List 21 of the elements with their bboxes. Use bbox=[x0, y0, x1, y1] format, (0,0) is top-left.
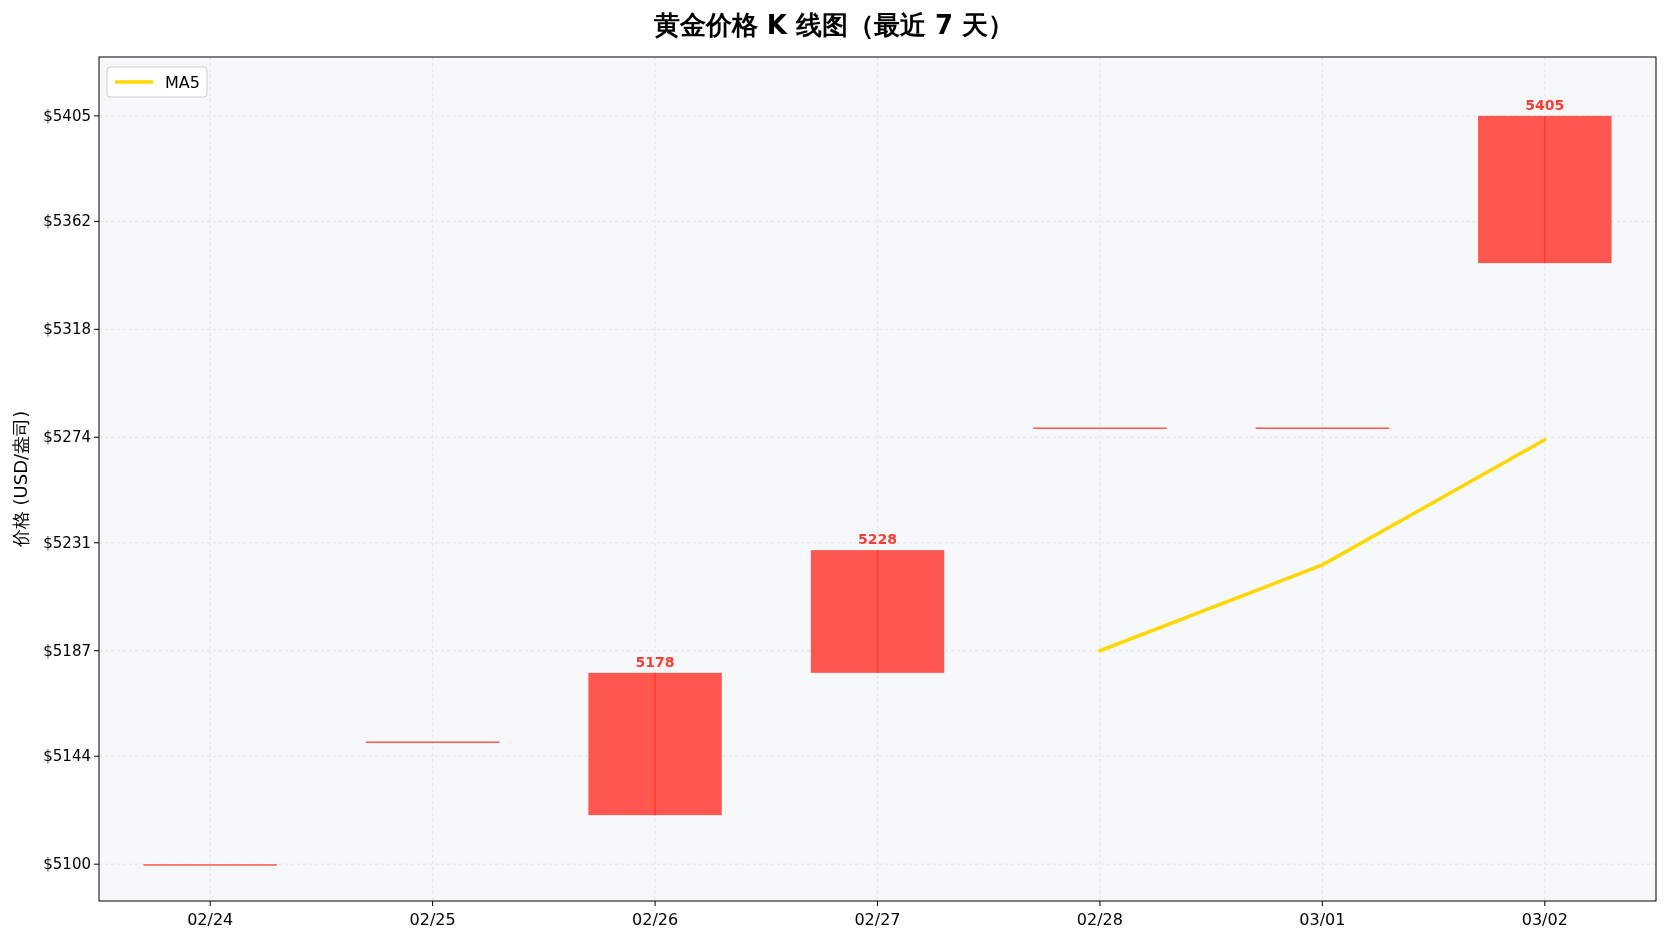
y-tick-label: $5274 bbox=[43, 428, 91, 447]
legend-label: MA5 bbox=[165, 73, 200, 92]
text: 5228 bbox=[858, 531, 897, 548]
x-tick-label: 02/28 bbox=[1076, 910, 1123, 929]
y-axis-title: 价格 (USD/盎司) bbox=[10, 410, 31, 549]
x-tick-label: 02/26 bbox=[632, 910, 679, 929]
x-tick-label: 02/27 bbox=[854, 910, 901, 929]
y-tick-label: $5362 bbox=[43, 212, 91, 231]
y-tick-label: $5231 bbox=[43, 533, 91, 552]
y-tick-label: $5318 bbox=[43, 320, 91, 339]
y-tick-label: $5100 bbox=[43, 855, 91, 874]
y-tick-label: $5187 bbox=[43, 641, 91, 660]
y-tick-label: $5144 bbox=[43, 747, 91, 766]
chart-title: 黄金价格 K 线图（最近 7 天） bbox=[652, 10, 1015, 40]
y-tick-label: $5405 bbox=[43, 106, 91, 125]
x-tick-label: 03/02 bbox=[1521, 910, 1568, 929]
text: 5178 bbox=[635, 653, 675, 670]
x-tick-label: 03/01 bbox=[1299, 910, 1346, 929]
x-tick-label: 02/25 bbox=[409, 910, 456, 929]
text: 5405 bbox=[1525, 96, 1565, 113]
x-tick-label: 02/24 bbox=[187, 910, 234, 929]
